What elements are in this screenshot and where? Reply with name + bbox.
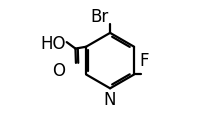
Text: N: N bbox=[104, 91, 116, 109]
Text: Br: Br bbox=[90, 8, 108, 26]
Text: F: F bbox=[139, 52, 149, 70]
Text: O: O bbox=[52, 62, 65, 80]
Text: HO: HO bbox=[41, 35, 66, 53]
